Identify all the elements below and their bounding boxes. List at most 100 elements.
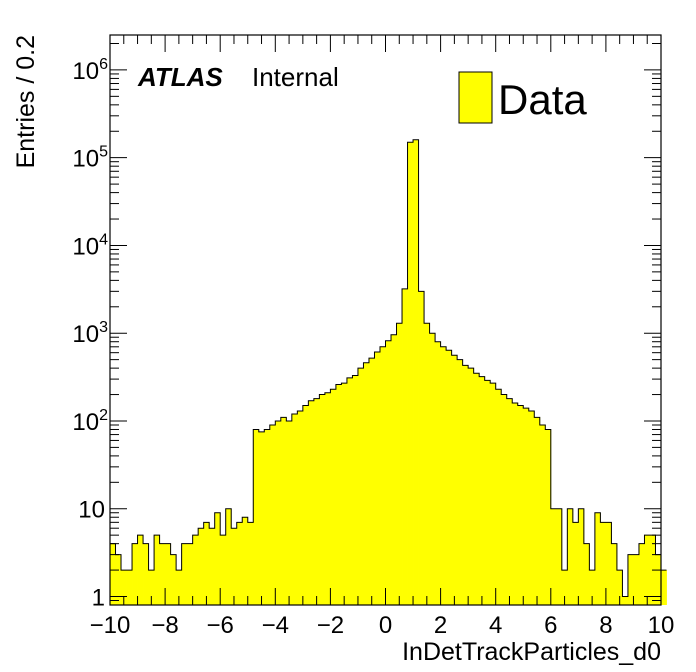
y-tick-label: 106 — [72, 56, 108, 85]
histogram-bin — [308, 400, 315, 605]
histogram-bin — [319, 394, 326, 605]
histogram-bin — [313, 398, 320, 605]
histogram-bin — [402, 288, 408, 605]
histogram-bin — [264, 429, 271, 605]
histogram-bin — [121, 570, 127, 605]
histogram-bin — [154, 535, 160, 605]
x-tick-labels: −10 −8 −6 −4 −2 0 2 4 6 8 10 — [90, 612, 675, 639]
histogram-bin — [407, 142, 414, 605]
histogram-bin — [209, 528, 216, 605]
histogram-bin — [214, 512, 221, 605]
histogram-bin — [413, 139, 419, 605]
x-tick-label: 10 — [648, 612, 675, 639]
y-axis-label: Entries / 0.2 — [12, 35, 40, 168]
histogram-bin — [275, 420, 282, 605]
histogram-bin — [517, 405, 524, 605]
histogram-bin — [611, 543, 618, 605]
histogram-bin — [341, 383, 348, 605]
histogram-bin — [550, 508, 557, 605]
y-tick-labels: 1 10 102 103 104 105 106 — [72, 56, 108, 612]
histogram-bin — [132, 543, 138, 605]
y-tick-label: 105 — [72, 144, 108, 173]
x-tick-label: 4 — [489, 612, 502, 639]
x-tick-label: −4 — [262, 612, 289, 639]
histogram-bin — [286, 420, 293, 605]
histogram-bin — [661, 570, 667, 605]
histogram-bin — [440, 346, 447, 605]
histogram-bin — [561, 570, 568, 605]
histogram-bin — [490, 383, 497, 605]
x-tick-label: 0 — [379, 612, 392, 639]
histogram-bin — [578, 508, 585, 605]
x-tick-label: −10 — [90, 612, 131, 639]
histogram-bin — [435, 341, 441, 605]
x-tick-label: −6 — [207, 612, 234, 639]
histogram-bin — [589, 570, 596, 605]
histogram-bin — [198, 528, 205, 605]
histogram-bin — [484, 380, 491, 605]
legend-swatch-data — [458, 71, 493, 124]
x-tick-label: −2 — [317, 612, 344, 639]
histogram-bin — [253, 429, 260, 605]
histogram-bin — [242, 517, 249, 605]
histogram-bin — [148, 570, 155, 605]
histogram-bin — [192, 535, 199, 605]
histogram-bin — [363, 362, 370, 605]
histogram-bin — [374, 352, 381, 605]
histogram-bin — [495, 389, 502, 605]
histogram-bin — [302, 405, 309, 605]
histogram-bin — [600, 522, 607, 605]
histogram-bin — [633, 554, 640, 605]
histogram-bin — [501, 394, 508, 605]
histogram-bin — [330, 389, 337, 605]
histogram-bin — [627, 554, 634, 605]
y-tick-label: 1 — [92, 584, 105, 611]
x-tick-label: 6 — [544, 612, 557, 639]
histogram-bin — [396, 323, 403, 605]
histogram-bin — [181, 543, 188, 605]
histogram-bin — [534, 417, 541, 605]
histogram-bin — [462, 365, 469, 605]
histogram-bin — [324, 392, 331, 605]
histogram-bin — [545, 429, 552, 605]
histogram-bin — [583, 543, 590, 605]
y-tick-label: 10 — [78, 497, 105, 524]
histogram-bin — [451, 355, 458, 605]
histogram-bin — [143, 543, 149, 605]
histogram-outline — [110, 139, 667, 597]
histogram-bin — [622, 596, 629, 605]
histogram-bin — [391, 334, 397, 605]
histogram-bin — [187, 543, 194, 605]
histogram-bin — [429, 333, 436, 605]
histogram-bin — [110, 543, 116, 605]
histogram-bin — [291, 414, 298, 605]
x-tick-label: 2 — [434, 612, 447, 639]
histogram-bin — [506, 398, 513, 605]
histogram-bin — [165, 543, 172, 605]
histogram-bin — [352, 375, 359, 605]
legend-label-data: Data — [498, 76, 587, 123]
histogram-bin — [605, 522, 612, 605]
histogram-bin — [468, 368, 475, 605]
histogram-bin — [424, 323, 430, 605]
histogram-bin — [335, 384, 342, 605]
histogram-bars — [110, 139, 667, 605]
histogram-bin — [258, 431, 265, 605]
histogram-bin — [225, 508, 232, 605]
histogram-bin — [280, 417, 287, 605]
x-tick-label: −8 — [151, 612, 178, 639]
atlas-label: ATLAS — [137, 62, 223, 92]
histogram-bin — [297, 410, 304, 605]
histogram-bin — [594, 512, 601, 605]
histogram-bin — [512, 403, 519, 605]
histogram-bin — [418, 291, 425, 605]
histogram-bin — [346, 377, 353, 605]
axis-ticks — [109, 35, 662, 606]
histogram-bin — [236, 522, 243, 605]
histogram-bin — [572, 522, 579, 605]
histogram-bin — [379, 346, 386, 605]
histogram-bin — [368, 358, 375, 605]
histogram-bin — [231, 528, 238, 605]
histogram-bin — [638, 543, 645, 605]
